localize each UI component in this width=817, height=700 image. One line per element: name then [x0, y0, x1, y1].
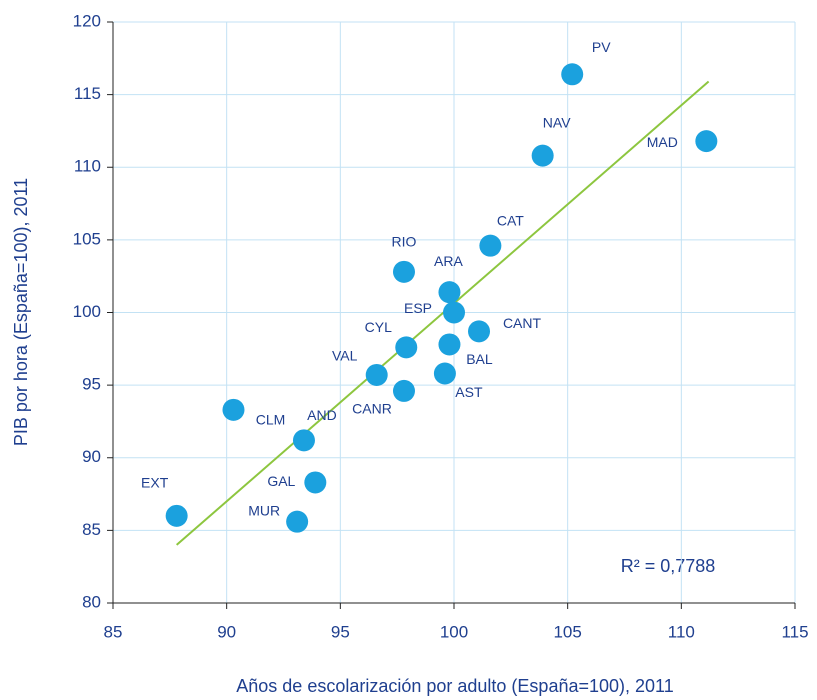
point-label: MAD — [647, 134, 678, 150]
point — [561, 63, 584, 86]
x-tick-label: 110 — [668, 622, 695, 641]
point — [395, 336, 418, 359]
x-tick-label: 90 — [217, 622, 236, 641]
y-tick-label: 110 — [74, 157, 101, 176]
point-label: NAV — [543, 114, 571, 130]
point — [531, 144, 554, 167]
point — [468, 320, 491, 343]
y-tick-label: 120 — [73, 11, 101, 30]
x-tick-label: 85 — [104, 622, 123, 641]
y-tick-label: 115 — [74, 84, 101, 103]
x-tick-label: 100 — [440, 622, 468, 641]
point-label: CYL — [365, 319, 392, 335]
point-label: CAT — [497, 212, 524, 228]
x-tick-label: 95 — [331, 622, 350, 641]
y-axis-title: PIB por hora (España=100), 2011 — [11, 178, 31, 446]
point-label: ESP — [404, 300, 432, 316]
point-label: RIO — [392, 234, 417, 250]
point — [443, 301, 465, 324]
y-tick-label: 105 — [73, 229, 101, 248]
y-tick-label: 95 — [82, 375, 101, 394]
r-squared: R² = 0,7788 — [621, 556, 716, 576]
point-label: AST — [455, 384, 483, 400]
point — [392, 379, 415, 402]
y-tick-label: 80 — [82, 592, 101, 611]
point-label: VAL — [332, 348, 358, 364]
point — [304, 471, 327, 494]
point-label: CANT — [503, 315, 542, 331]
x-tick-label: 115 — [781, 622, 808, 641]
point — [165, 504, 188, 527]
point-label: BAL — [466, 351, 493, 367]
point — [286, 510, 309, 533]
point-label: CLM — [256, 412, 286, 428]
x-tick-label: 105 — [553, 622, 581, 641]
y-tick-label: 85 — [82, 520, 101, 539]
point-label: MUR — [248, 502, 280, 518]
trend-line — [175, 80, 710, 546]
point — [222, 398, 245, 421]
point-label: ARA — [434, 253, 463, 269]
point-label: CANR — [352, 401, 392, 417]
point — [438, 333, 461, 356]
y-tick-label: 100 — [73, 302, 101, 321]
y-tick-label: 90 — [82, 447, 101, 466]
point — [365, 363, 388, 386]
point-label: EXT — [141, 475, 169, 491]
point-label: GAL — [267, 473, 295, 489]
point — [433, 362, 456, 385]
point — [438, 281, 461, 304]
point — [392, 260, 415, 283]
point-label: AND — [307, 407, 337, 423]
point — [695, 130, 718, 153]
x-axis-title: Años de escolarización por adulto (Españ… — [236, 676, 673, 696]
point-label: PV — [592, 39, 611, 55]
point — [479, 234, 502, 257]
point — [292, 429, 315, 452]
